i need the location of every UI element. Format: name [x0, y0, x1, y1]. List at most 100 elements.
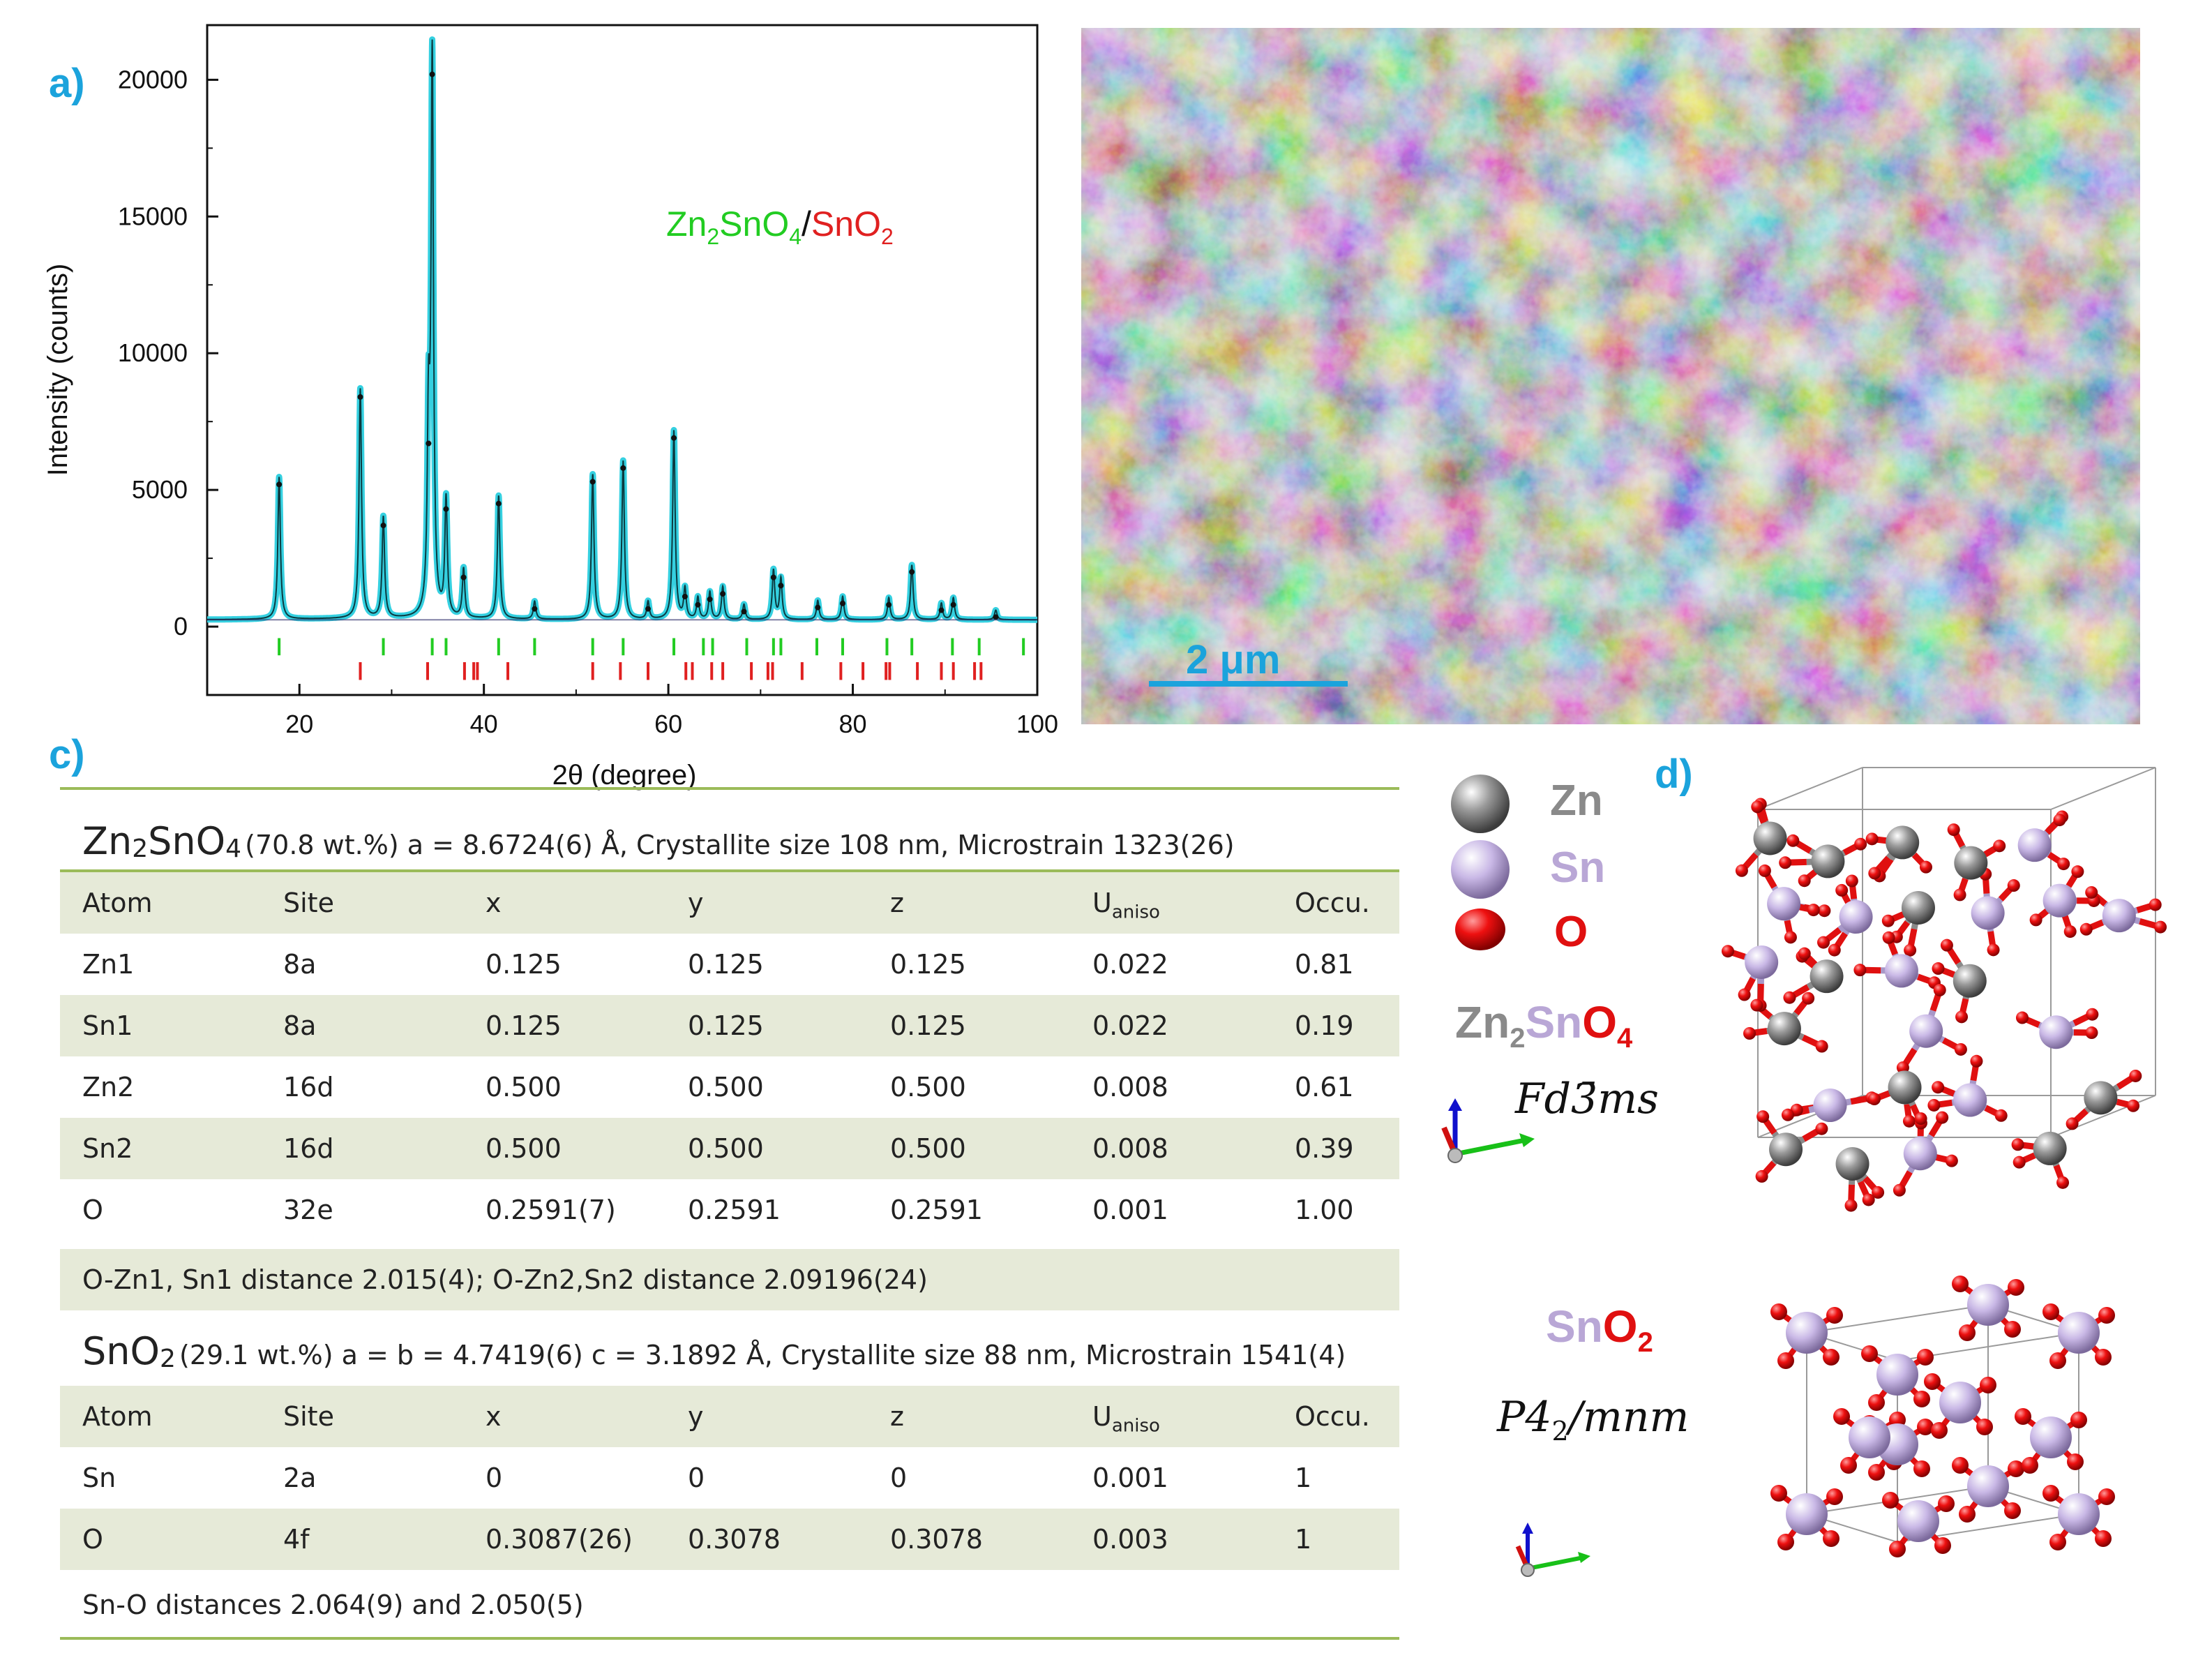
oxygen-atom	[1815, 1122, 1828, 1135]
table1-row: Sn2 16d 0.500 0.500 0.500 0.008 0.39	[60, 1118, 1399, 1179]
atom-legend	[1451, 775, 1510, 950]
table1-row: Zn2 16d 0.500 0.500 0.500 0.008 0.61	[60, 1056, 1399, 1118]
zn-atom	[1769, 1132, 1803, 1167]
table2-cell: 1	[1295, 1524, 1312, 1555]
legend-phase1-zn: Zn	[666, 204, 707, 244]
oxygen-atom	[1882, 931, 1895, 944]
table1-note-row	[60, 1249, 1399, 1310]
oxygen-atom	[1936, 1111, 1949, 1124]
table1-header-cell: x	[486, 888, 502, 918]
table1-cell: O	[82, 1195, 103, 1225]
sn-atom	[1767, 887, 1801, 921]
observed-point	[695, 601, 701, 608]
oxygen-atom	[1770, 1485, 1787, 1502]
oxygen-atom	[1777, 1352, 1794, 1369]
oxygen-atom	[2004, 1502, 2021, 1519]
oxygen-atom	[2008, 1460, 2024, 1477]
y-tick-label: 10000	[118, 338, 188, 367]
oxygen-atom	[1959, 1506, 1976, 1523]
sn-atom	[2058, 1312, 2100, 1354]
x-tick-label: 20	[285, 710, 313, 738]
table2-cell: O	[82, 1524, 103, 1555]
oxygen-atom	[1751, 800, 1764, 814]
oxygen-atom	[2057, 858, 2070, 871]
s2-sg-main: P4	[1497, 1393, 1552, 1442]
oxygen-atom	[1952, 1457, 1969, 1474]
structure2-formula: SnO2	[1546, 1301, 1653, 1359]
oxygen-atom	[1932, 1081, 1945, 1094]
observed-point	[532, 606, 538, 612]
table1-cell: 0.125	[486, 1010, 562, 1041]
oxygen-atom	[2053, 814, 2066, 827]
oxygen-atom	[1881, 914, 1895, 927]
oxygen-atom	[1840, 1457, 1857, 1474]
oxygen-atom	[2063, 925, 2077, 939]
table1-cell: Zn2	[82, 1072, 135, 1102]
sn-atom	[1971, 896, 2005, 930]
table1-header-cell: z	[890, 888, 904, 918]
oxygen-atom	[2127, 1099, 2140, 1112]
oxygen-atom	[1868, 867, 1881, 880]
table1-row: Sn1 8a 0.125 0.125 0.125 0.022 0.19	[60, 995, 1399, 1056]
table2-header-cell: x	[486, 1401, 502, 1432]
oxygen-atom	[2095, 1349, 2112, 1366]
sn-atom	[2030, 1416, 2072, 1458]
oxygen-atom	[1798, 874, 1811, 888]
oxygen-atom	[1721, 945, 1734, 958]
table2-row: O 4f 0.3087(26) 0.3078 0.3078 0.003 1	[60, 1509, 1399, 1570]
axis-triad-1	[1441, 1098, 1535, 1163]
oxygen-atom	[1844, 1199, 1858, 1212]
unit-cell-edge	[2050, 767, 2156, 810]
s1-as: 2	[1510, 1022, 1526, 1054]
t1-f1s: 2	[132, 835, 149, 864]
oxygen-atom	[1770, 1303, 1787, 1320]
observed-profile	[207, 39, 1037, 621]
table2-header-row: Atom Site x y z Uaniso Occu.	[60, 1386, 1399, 1447]
observed-point	[443, 506, 449, 512]
oxygen-atom	[2008, 1279, 2024, 1296]
sn-atom	[1939, 1382, 1981, 1423]
oxygen-atom	[2154, 920, 2167, 934]
table2-cell: 0	[890, 1463, 908, 1493]
table1-note: O-Zn1, Sn1 distance 2.015(4); O-Zn2,Sn2 …	[82, 1264, 928, 1295]
s2-cs: 2	[1637, 1326, 1653, 1358]
oxygen-atom	[1945, 1154, 1958, 1167]
table1-row: Zn1 8a 0.125 0.125 0.125 0.022 0.81	[60, 934, 1399, 995]
oxygen-atom	[1919, 860, 1932, 874]
observed-point	[495, 500, 502, 507]
observed-point	[815, 604, 821, 611]
s1-c: O	[1582, 997, 1617, 1047]
table1-cell: 0.125	[890, 1010, 966, 1041]
oxygen-atom	[1931, 1422, 1948, 1439]
s1-cs: 4	[1617, 1022, 1633, 1054]
oxygen-atom	[1755, 1169, 1768, 1183]
oxygen-atom	[1917, 1419, 1934, 1435]
oxygen-atom	[1835, 883, 1849, 897]
sn-atom	[1897, 1500, 1939, 1542]
oxygen-atom	[2085, 885, 2098, 899]
oxygen-atom	[1779, 856, 1792, 869]
t1-f2: SnO	[148, 819, 226, 863]
table1-cell: 0.39	[1295, 1133, 1354, 1164]
sn-atom	[1953, 1083, 1987, 1117]
zn-atom	[2033, 1131, 2067, 1165]
table1-row: O 32e 0.2591(7) 0.2591 0.2591 0.001 1.00	[60, 1179, 1399, 1241]
table1-cell: 8a	[283, 1010, 317, 1041]
s2-b: Sn	[1546, 1301, 1603, 1352]
table2-cell: 2a	[283, 1463, 317, 1493]
oxygen-atom	[1807, 904, 1820, 917]
table1-cell: 0.81	[1295, 949, 1354, 980]
oxygen-atom	[1924, 1373, 1941, 1390]
table1-cell: Sn1	[82, 1010, 133, 1041]
structure1-space-group: Fd3̄ms	[1515, 1075, 1659, 1123]
table2-cell: 0.001	[1092, 1463, 1168, 1493]
table2-row: Sn 2a 0 0 0 0.001 1	[60, 1447, 1399, 1509]
zn-atom	[1810, 959, 1844, 994]
table2-header-cell: z	[890, 1401, 904, 1432]
oxygen-atom	[1867, 1093, 1881, 1106]
table1-cell: 16d	[283, 1072, 334, 1102]
structure2-space-group: P42/mnm	[1497, 1393, 1689, 1446]
oxygen-atom	[1993, 839, 2006, 853]
table2-cell: 0	[486, 1463, 503, 1493]
table2-cell: 0.3078	[890, 1524, 983, 1555]
